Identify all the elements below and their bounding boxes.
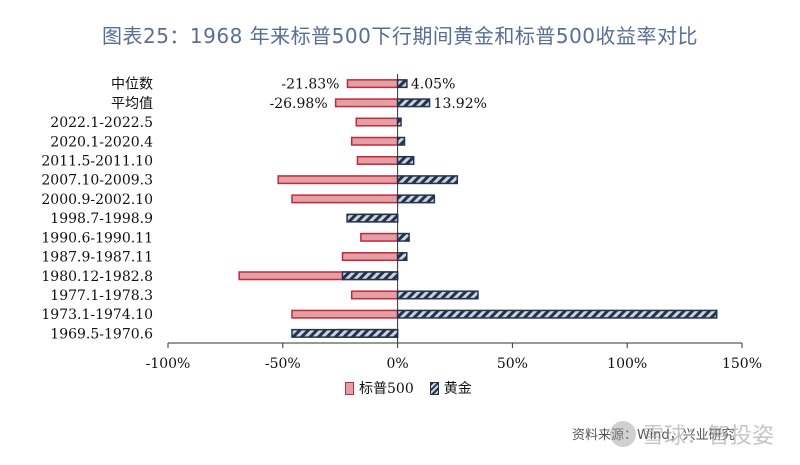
category-label: 2020.1-2020.4 bbox=[50, 134, 153, 150]
bar-gold bbox=[396, 117, 402, 127]
x-tick-label: 100% bbox=[607, 356, 647, 372]
bar-sp500 bbox=[291, 309, 399, 319]
legend-swatch-gold bbox=[429, 381, 439, 395]
x-tick-label: -50% bbox=[265, 356, 301, 372]
bar-sp500 bbox=[350, 136, 399, 146]
bar-sp500 bbox=[341, 252, 399, 262]
category-label: 1987.9-1987.11 bbox=[41, 250, 153, 266]
legend: 标普500 黄金 bbox=[345, 378, 488, 398]
bar-gold bbox=[341, 271, 399, 281]
category-label: 中位数 bbox=[111, 77, 153, 93]
bar-gold bbox=[396, 175, 459, 185]
category-label: 2011.5-2011.10 bbox=[41, 153, 153, 169]
watermark: 雪球：智投姿 bbox=[610, 418, 774, 450]
category-label: 1973.1-1974.10 bbox=[41, 307, 153, 323]
data-label-sp500: -21.83% bbox=[281, 77, 339, 93]
data-label-gold: 4.05% bbox=[411, 77, 455, 93]
category-label: 平均值 bbox=[111, 96, 153, 112]
legend-label-gold: 黄金 bbox=[443, 381, 472, 397]
bar-sp500 bbox=[346, 79, 399, 89]
bar-sp500 bbox=[350, 290, 399, 300]
watermark-text: 雪球：智投姿 bbox=[642, 424, 775, 449]
bar-sp500 bbox=[360, 232, 399, 242]
bar-gold bbox=[396, 252, 408, 262]
category-label: 1990.6-1990.11 bbox=[41, 230, 153, 246]
category-label: 1977.1-1978.3 bbox=[50, 288, 153, 304]
chart-title: 图表25：1968 年来标普500下行期间黄金和标普500收益率对比 bbox=[101, 24, 699, 48]
bar-gold bbox=[396, 290, 479, 300]
category-label: 1998.7-1998.9 bbox=[50, 211, 153, 227]
category-label: 2007.10-2009.3 bbox=[41, 173, 153, 189]
bar-gold bbox=[346, 213, 399, 223]
bar-gold bbox=[291, 328, 399, 338]
bar-gold bbox=[396, 232, 410, 242]
bar-sp500 bbox=[334, 98, 399, 108]
source-note: 资料来源：Wind，兴业研究 bbox=[572, 428, 735, 443]
bar-gold bbox=[396, 98, 431, 108]
category-label: 1969.5-1970.6 bbox=[50, 326, 153, 342]
x-tick-label: -100% bbox=[146, 356, 191, 372]
data-label-sp500: -26.98% bbox=[270, 96, 328, 112]
bar-sp500 bbox=[356, 155, 399, 165]
legend-label-sp500: 标普500 bbox=[359, 381, 414, 397]
bar-gold bbox=[396, 79, 408, 89]
snowball-logo-icon bbox=[610, 421, 636, 447]
legend-item-gold: 黄金 bbox=[429, 378, 472, 398]
category-label: 1980.12-1982.8 bbox=[41, 269, 153, 285]
category-label: 2022.1-2022.5 bbox=[50, 115, 153, 131]
bar-sp500 bbox=[277, 175, 399, 185]
bar-gold bbox=[396, 155, 415, 165]
legend-swatch-sp500 bbox=[345, 381, 354, 395]
data-label-gold: 13.92% bbox=[434, 96, 487, 112]
bar-sp500 bbox=[291, 194, 399, 204]
bar-gold bbox=[396, 136, 406, 146]
bar-gold bbox=[396, 194, 436, 204]
category-label: 2000.9-2002.10 bbox=[41, 192, 153, 208]
legend-item-sp500: 标普500 bbox=[345, 378, 414, 398]
x-tick-label: 150% bbox=[722, 356, 762, 372]
bar-gold bbox=[396, 309, 718, 319]
x-tick-label: 0% bbox=[386, 356, 408, 372]
x-tick-label: 50% bbox=[497, 356, 528, 372]
bar-sp500 bbox=[355, 117, 399, 127]
